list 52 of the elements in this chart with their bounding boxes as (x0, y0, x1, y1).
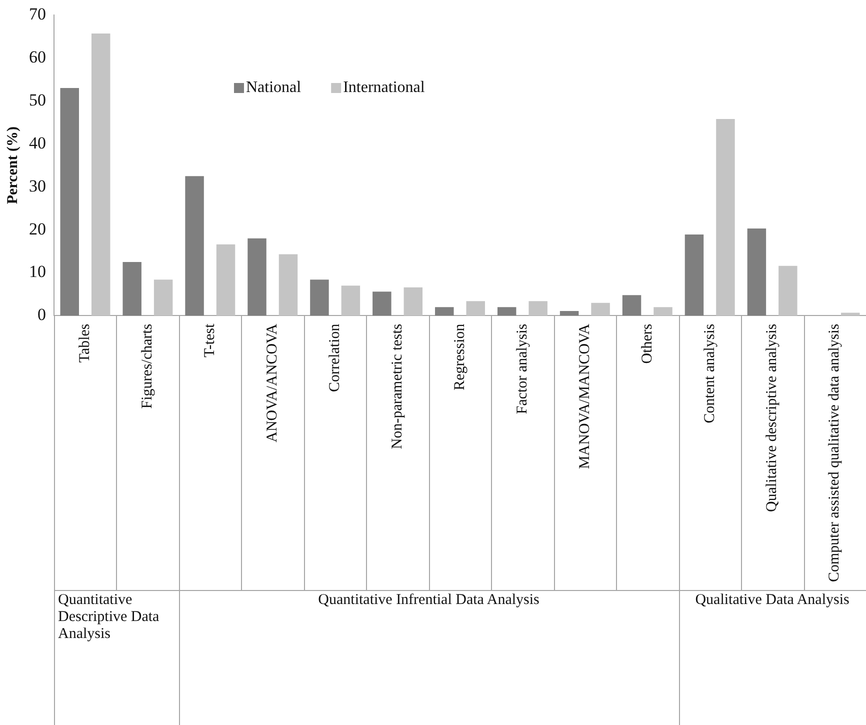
bar (778, 266, 798, 316)
x-tick-label: Factor analysis (514, 324, 530, 414)
x-tick-label: Tables (77, 324, 94, 363)
bar (372, 292, 392, 316)
text: Qualitative Data Analysis (694, 592, 850, 609)
bar (466, 301, 485, 316)
x-tick-label: Computer assisted qualitative data analysis (826, 324, 843, 582)
x-tick-label: ANOVA/ANCOVA (264, 324, 281, 442)
y-tick-label: 0 (38, 305, 46, 324)
x-tick-label: Others (639, 324, 656, 364)
bar (591, 302, 610, 316)
y-tick-label: 40 (29, 133, 46, 152)
x-tick-label: Content analysis (702, 324, 718, 424)
bar (684, 234, 704, 316)
y-tick-label: 10 (29, 262, 46, 282)
bar (248, 238, 266, 316)
y-tick-label: 60 (29, 47, 46, 66)
bar (91, 33, 110, 316)
bar (497, 307, 516, 316)
y-tick-label: 30 (29, 176, 46, 196)
x-tick-label: Figures/charts (140, 324, 156, 409)
bar (841, 312, 860, 316)
x-tick-label: MANOVA/MANCOVA (576, 324, 593, 470)
x-tick-label: Correlation (327, 323, 344, 392)
bar (622, 295, 642, 316)
text: Quantitative Infrential Data Analysis (317, 592, 540, 609)
y-tick-label: 70 (29, 4, 46, 24)
bar (654, 307, 672, 316)
bar (528, 301, 548, 316)
bar (185, 176, 204, 316)
text: Quantitative Descriptive Data Analysis (58, 592, 160, 643)
bar (154, 280, 173, 316)
legend-label: International (343, 79, 426, 96)
x-tick-label: Regression (452, 323, 468, 390)
bar (122, 262, 142, 316)
y-axis-title: Percent (%) (4, 126, 21, 204)
bar (216, 244, 236, 316)
x-tick-label: Qualitative descriptive analysis (764, 324, 780, 512)
bar (747, 228, 766, 316)
bar (560, 311, 579, 316)
legend-label: National (246, 79, 302, 96)
y-tick-label: 20 (29, 219, 46, 238)
bar (341, 286, 360, 316)
bar (404, 287, 423, 316)
bar (310, 280, 329, 316)
x-tick-label: Non-parametric tests (389, 324, 406, 450)
bar (716, 118, 735, 316)
bar (435, 307, 454, 316)
bar (278, 254, 298, 316)
x-tick-label: T-test (202, 322, 218, 358)
bar (60, 88, 79, 316)
y-tick-label: 50 (29, 90, 46, 110)
